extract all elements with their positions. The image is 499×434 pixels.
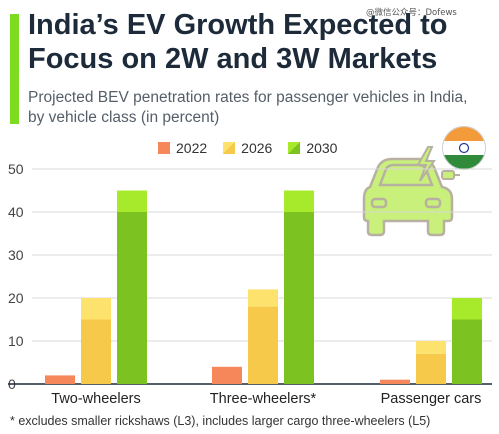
bar-2022-0 [45, 375, 75, 384]
legend-item-2022: 2022 [158, 140, 207, 156]
bar-range-2026-0 [81, 298, 111, 320]
bar-2030-0 [117, 212, 147, 384]
accent-bar [10, 14, 19, 124]
watermark: @微信公众号：Dofews [366, 8, 457, 18]
legend: 2022 2026 2030 [158, 140, 337, 156]
chart-title: India’s EV Growth Expected to Focus on 2… [28, 9, 448, 75]
legend-swatch-2026 [223, 142, 236, 154]
electric-car-icon [362, 146, 460, 237]
bar-range-2026-1 [248, 289, 278, 307]
bar-range-2030-2 [452, 298, 482, 320]
bar-2022-2 [380, 379, 410, 384]
chart-subtitle: Projected BEV penetration rates for pass… [28, 89, 468, 126]
bar-range-2030-1 [284, 190, 314, 212]
footnote: * excludes smaller rickshaws (L3), inclu… [10, 414, 431, 428]
y-tick-label: 50 [8, 161, 24, 177]
legend-label-2030: 2030 [306, 140, 338, 156]
legend-item-2026: 2026 [223, 140, 272, 156]
y-tick-label: 30 [8, 247, 24, 263]
y-tick-label: 10 [8, 333, 24, 349]
legend-item-2030: 2030 [288, 140, 337, 156]
bar-2026-2 [416, 353, 446, 384]
y-tick-label: 40 [8, 204, 24, 220]
bar-2030-1 [284, 212, 314, 384]
x-tick-label: Passenger cars [381, 391, 482, 407]
legend-label-2022: 2022 [176, 140, 208, 156]
india-flag-icon [442, 126, 486, 170]
bar-range-2030-0 [117, 190, 147, 212]
bar-2022-1 [212, 366, 242, 384]
bar-range-2026-2 [416, 341, 446, 354]
bar-2026-1 [248, 306, 278, 384]
legend-swatch-2022 [158, 142, 170, 154]
legend-swatch-2030 [288, 142, 301, 154]
bar-2026-0 [81, 319, 111, 384]
bar-2030-2 [452, 319, 482, 384]
x-tick-label: Three-wheelers* [210, 391, 317, 407]
legend-label-2026: 2026 [241, 140, 273, 156]
x-tick-label: Two-wheelers [51, 391, 140, 407]
y-tick-label: 20 [8, 290, 24, 306]
